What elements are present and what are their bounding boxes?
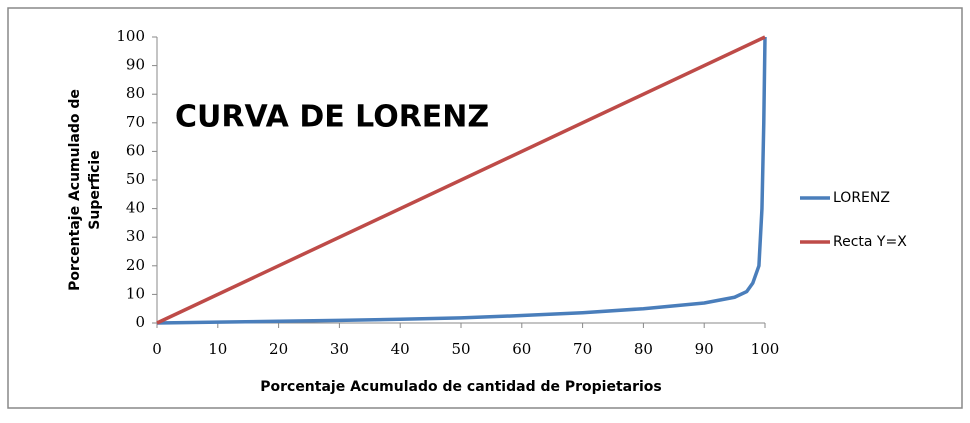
y-tick-label: 100 [116,27,145,45]
x-tick-label: 50 [451,340,470,358]
legend-label: Recta Y=X [833,234,907,250]
y-tick-label: 80 [126,84,145,102]
x-tick-label: 100 [751,340,780,358]
y-tick-label: 90 [126,56,145,74]
x-tick-label: 90 [695,340,714,358]
x-tick-label: 30 [330,340,349,358]
x-tick-label: 20 [269,340,288,358]
y-axis-label: Porcentaje Acumulado de Superficie [67,89,103,291]
x-tick-label: 40 [391,340,410,358]
chart-frame [7,7,963,409]
x-axis-label: Porcentaje Acumulado de cantidad de Prop… [260,379,662,395]
x-tick-label: 80 [634,340,653,358]
x-tick-label: 0 [152,340,162,358]
legend-label: LORENZ [833,190,890,206]
series-line [156,35,766,325]
y-tick-label: 70 [126,113,145,131]
x-tick-label: 70 [573,340,592,358]
x-tick-label: 10 [208,340,227,358]
y-tick-label: 50 [126,170,145,188]
chart-title: CURVA DE LORENZ [175,100,489,135]
y-tick-label: 20 [126,256,145,274]
y-tick-label: 60 [126,141,145,159]
y-tick-label: 30 [126,227,145,245]
y-tick-label: 40 [126,199,145,217]
y-tick-label: 10 [126,284,145,302]
x-tick-label: 60 [512,340,531,358]
series-line [156,36,767,325]
y-tick-label: 0 [135,313,145,331]
